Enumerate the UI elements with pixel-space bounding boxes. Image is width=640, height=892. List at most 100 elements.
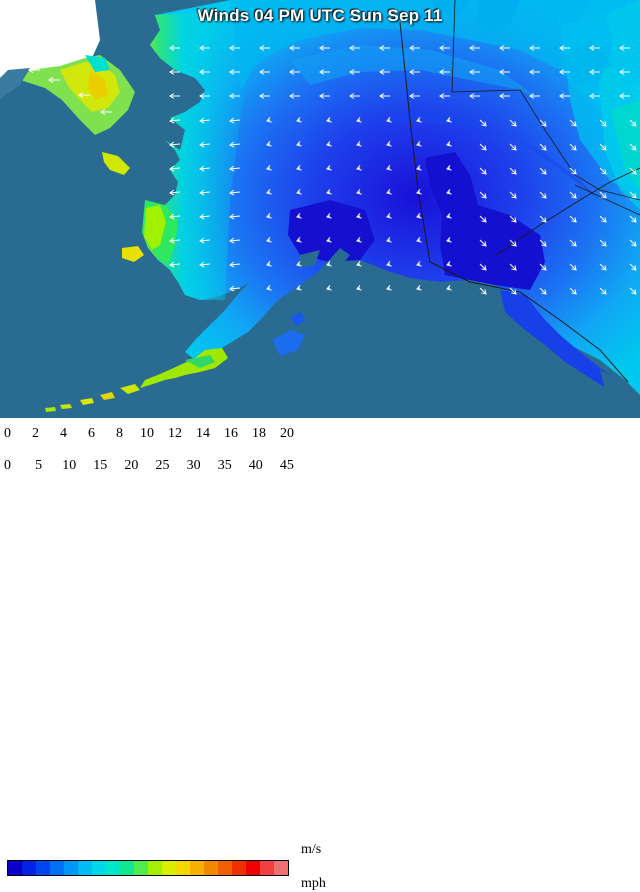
- wind-arrow: [539, 287, 547, 295]
- scale-swatch: [22, 861, 36, 875]
- wind-arrow: [416, 141, 422, 147]
- wind-vectors: [28, 45, 637, 295]
- wind-arrow: [446, 141, 452, 147]
- kodiak-island: [272, 330, 305, 356]
- wind-arrow: [326, 189, 332, 195]
- wind-arrow: [499, 69, 510, 75]
- wind-arrow: [539, 239, 547, 247]
- scale-swatch: [190, 861, 204, 875]
- wind-arrow: [48, 77, 60, 83]
- wind-arrow: [169, 189, 181, 196]
- wind-arrow: [509, 239, 517, 247]
- wind-map: [0, 0, 640, 418]
- wind-speed-legend: 0 2 4 6 8 10 12 14 16 18 20 0 5 10 15 20 25 30 35 40 45 m/s…: [0, 418, 640, 891]
- wind-arrow: [356, 189, 362, 195]
- ms-tick-label: 6: [88, 426, 95, 441]
- wind-arrow: [296, 141, 302, 147]
- wind-arrow: [289, 69, 300, 75]
- wind-arrow: [259, 45, 270, 51]
- wind-arrow: [416, 237, 422, 243]
- wind-arrow: [199, 213, 211, 220]
- wind-arrow: [296, 189, 302, 195]
- ms-tick-label: 18: [252, 426, 266, 441]
- wind-arrow: [386, 261, 392, 267]
- wind-arrow: [349, 45, 360, 51]
- wind-arrow: [599, 167, 607, 175]
- wind-arrow: [259, 69, 270, 75]
- wind-arrow: [229, 237, 241, 244]
- wind-arrow: [569, 191, 577, 199]
- wind-arrow: [629, 263, 637, 271]
- wind-arrow: [356, 141, 362, 147]
- wind-arrow: [479, 215, 487, 223]
- chukotka-land: [0, 0, 100, 80]
- wind-arrow: [28, 67, 40, 73]
- wind-arrow: [529, 69, 540, 75]
- wind-arrow: [356, 117, 362, 123]
- scale-swatch: [64, 861, 78, 875]
- wind-arrow: [296, 261, 302, 267]
- wind-arrow: [229, 261, 241, 268]
- wind-arrow: [529, 45, 540, 51]
- scale-swatch: [148, 861, 162, 875]
- wind-arrow: [539, 119, 547, 127]
- wind-arrow: [266, 261, 272, 267]
- wind-arrow: [266, 213, 272, 219]
- wind-arrow: [446, 189, 452, 195]
- wind-arrow: [319, 69, 330, 75]
- wind-arrow: [569, 239, 577, 247]
- wind-arrow: [266, 189, 272, 195]
- scale-swatch: [232, 861, 246, 875]
- wind-arrow: [416, 213, 422, 219]
- wind-arrow: [629, 215, 637, 223]
- wind-arrow: [629, 191, 637, 199]
- wind-arrow: [356, 213, 362, 219]
- wind-arrow: [629, 167, 637, 175]
- ms-tick-label: 10: [140, 426, 154, 441]
- wind-arrow: [409, 45, 420, 51]
- wind-arrow: [296, 165, 302, 171]
- scale-swatch: [8, 861, 22, 875]
- wind-arrow: [599, 215, 607, 223]
- wind-arrow: [289, 93, 300, 99]
- ms-unit-label: m/s: [301, 842, 322, 857]
- wind-arrow: [589, 45, 600, 51]
- wind-arrow: [539, 215, 547, 223]
- wind-arrow: [509, 167, 517, 175]
- wind-arrow: [326, 165, 332, 171]
- wind-arrow: [569, 215, 577, 223]
- wind-arrow: [266, 237, 272, 243]
- wind-arrow: [229, 45, 240, 51]
- wind-arrow: [229, 213, 241, 220]
- wind-arrow: [379, 45, 390, 51]
- wind-arrow: [446, 261, 452, 267]
- wind-arrow: [539, 167, 547, 175]
- wind-arrow: [599, 239, 607, 247]
- arctic-island: [560, 40, 610, 85]
- wind-arrow: [446, 117, 452, 123]
- wind-arrow: [356, 165, 362, 171]
- wind-arrow: [479, 239, 487, 247]
- wind-arrow: [509, 143, 517, 151]
- wind-arrow: [539, 191, 547, 199]
- wind-arrow: [619, 69, 630, 75]
- scale-swatch: [260, 861, 274, 875]
- wind-arrow: [599, 119, 607, 127]
- wind-arrow: [446, 213, 452, 219]
- wind-arrow: [529, 93, 540, 99]
- wind-arrow: [229, 189, 241, 196]
- wind-arrow: [386, 117, 392, 123]
- wind-arrow: [499, 93, 510, 99]
- scale-swatch: [176, 861, 190, 875]
- wind-arrow: [479, 119, 487, 127]
- wind-arrow: [169, 141, 181, 148]
- ms-tick-label: 8: [116, 426, 123, 441]
- scale-swatch: [36, 861, 50, 875]
- alaska-canada-border: [399, 21, 629, 383]
- wind-arrow: [266, 117, 272, 123]
- wind-arrow: [479, 191, 487, 199]
- wind-arrow: [169, 237, 181, 244]
- wind-arrow: [469, 93, 480, 99]
- wind-arrow: [169, 165, 181, 172]
- wind-arrow: [386, 141, 392, 147]
